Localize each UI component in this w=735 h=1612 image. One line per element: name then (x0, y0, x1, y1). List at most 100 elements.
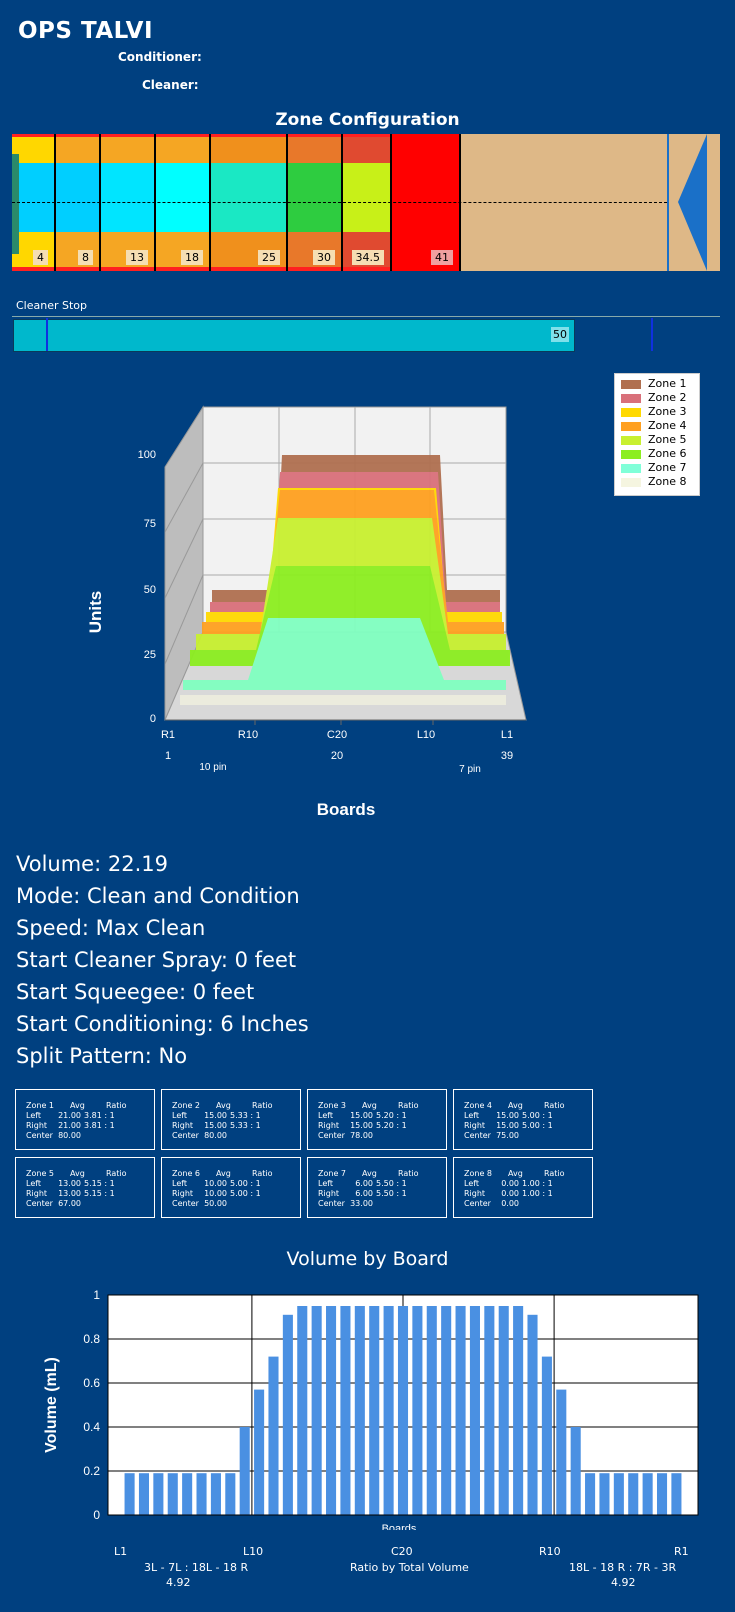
bar (397, 1306, 409, 1515)
center-value: 80.00 (58, 1131, 81, 1140)
center-label: Center (26, 1131, 53, 1140)
bar (527, 1314, 538, 1515)
right-label: Right (318, 1189, 340, 1198)
volume-by-board-chart: 0 0.2 0.4 0.6 0.8 1 Boards Volume (mL) (43, 1288, 699, 1530)
right-label: Right (26, 1189, 48, 1198)
right-ratio: 5.33 : 1 (230, 1121, 261, 1130)
bar (239, 1427, 250, 1515)
x-tick: R10 (238, 729, 258, 741)
zone-table-3: Zone 3 Avg Ratio Left 15.00 5.20 : 1 Right 15.0… (307, 1089, 447, 1150)
center-label: Center (318, 1131, 345, 1140)
zone-boundary-value: 18 (181, 250, 203, 265)
left-ratio: 3.81 : 1 (84, 1111, 115, 1120)
bar (585, 1473, 596, 1515)
left-avg: 15.00 (204, 1111, 227, 1120)
left-avg: 10.00 (204, 1179, 227, 1188)
right-ratio: 3.81 : 1 (84, 1121, 115, 1130)
ratio-header: Ratio (252, 1169, 273, 1178)
ratio-header: Ratio (252, 1101, 273, 1110)
zone-configuration-strip: 4 8 13 18 25 30 34.5 41 (12, 134, 720, 271)
left-ratio-title: 3L - 7L : 18L - 18 R (144, 1561, 249, 1574)
zone-column-7: 34.5 (342, 134, 390, 271)
right-avg: 10.00 (204, 1189, 227, 1198)
right-ratio: 5.15 : 1 (84, 1189, 115, 1198)
bar (426, 1306, 437, 1515)
ratio-header: Ratio (106, 1169, 127, 1178)
left-avg: 15.00 (350, 1111, 373, 1120)
x-axis-label: Boards (382, 1523, 417, 1530)
zone-table-7: Zone 7 Avg Ratio Left 6.00 5.50 : 1 Right 6.00 5… (307, 1157, 447, 1218)
zone-table-name: Zone 5 (26, 1169, 54, 1178)
right-label: Right (464, 1189, 486, 1198)
y-tick: 50 (144, 584, 156, 596)
y-tick: 0.6 (83, 1376, 100, 1390)
zone-boundary-value: 34.5 (351, 250, 384, 265)
bar (469, 1306, 480, 1515)
avg-header: Avg (216, 1101, 231, 1110)
cleaner-stop-end-marker (651, 318, 653, 351)
avg-header: Avg (508, 1169, 523, 1178)
avg-header: Avg (70, 1101, 85, 1110)
left-ratio-value: 4.92 (166, 1576, 191, 1589)
x-tick: C20 (327, 729, 347, 741)
bar (412, 1306, 423, 1515)
right-label: Right (172, 1189, 194, 1198)
ratio-header: Ratio (398, 1169, 419, 1178)
zone-table-8: Zone 8 Avg Ratio Left 0.00 1.00 : 1 Right 0.00 1… (453, 1157, 593, 1218)
right-avg: 13.00 (58, 1189, 81, 1198)
ratio-header: Ratio (106, 1101, 127, 1110)
bar (613, 1473, 624, 1515)
y-tick: 25 (144, 649, 156, 661)
pin-deck-triangle-icon (678, 134, 707, 271)
zone-table-6: Zone 6 Avg Ratio Left 10.00 5.00 : 1 Right 10.0… (161, 1157, 301, 1218)
zone-table-name: Zone 8 (464, 1169, 492, 1178)
bar (340, 1306, 351, 1515)
left-label: Left (464, 1179, 480, 1188)
bar (455, 1306, 466, 1515)
zone-boundary-value: 30 (313, 250, 335, 265)
bar (210, 1473, 221, 1515)
right-label: Right (172, 1121, 194, 1130)
mode-text: Mode: Clean and Condition (16, 884, 300, 908)
cleaner-label: Cleaner: (142, 78, 199, 92)
center-value: 78.00 (350, 1131, 373, 1140)
zone-boundary-value: 13 (126, 250, 148, 265)
left-label: Left (26, 1111, 42, 1120)
left-avg: 6.00 (355, 1179, 373, 1188)
zone-table-1: Zone 1 Avg Ratio Left 21.00 3.81 : 1 Right 21.0… (15, 1089, 155, 1150)
bar (599, 1473, 610, 1515)
right-avg: 15.00 (350, 1121, 373, 1130)
center-label: Center (172, 1199, 199, 1208)
bar (282, 1314, 293, 1515)
pin-label: 10 pin (199, 762, 226, 773)
center-value: 33.00 (350, 1199, 373, 1208)
y-tick: 0.2 (83, 1464, 100, 1478)
zone-column-2: 8 (55, 134, 99, 271)
volume-chart-title: Volume by Board (286, 1248, 449, 1270)
plot-border (107, 1294, 699, 1516)
zone-table-2: Zone 2 Avg Ratio Left 15.00 5.33 : 1 Right 15.0… (161, 1089, 301, 1150)
cleaner-stop-bar[interactable] (13, 319, 575, 352)
right-ratio: 5.50 : 1 (376, 1189, 407, 1198)
right-ratio-value: 4.92 (611, 1576, 636, 1589)
left-ratio: 5.00 : 1 (522, 1111, 553, 1120)
bar (556, 1389, 567, 1515)
ratio-header: Ratio (398, 1101, 419, 1110)
pos-tick: R10 (539, 1545, 561, 1558)
pos-tick: L10 (243, 1545, 264, 1558)
right-ratio: 5.00 : 1 (522, 1121, 553, 1130)
right-avg: 15.00 (496, 1121, 519, 1130)
start-conditioning-text: Start Conditioning: 6 Inches (16, 1012, 309, 1036)
app-title: OPS TALVI (18, 18, 154, 44)
y-axis-label: Units (86, 591, 105, 634)
x-tick: L10 (417, 729, 435, 741)
cleaner-stop-track[interactable] (12, 316, 720, 352)
split-pattern-text: Split Pattern: No (16, 1044, 188, 1068)
bar (484, 1306, 495, 1515)
left-ratio: 5.15 : 1 (84, 1179, 115, 1188)
bar (369, 1306, 380, 1515)
avg-header: Avg (70, 1169, 85, 1178)
bar (124, 1473, 135, 1515)
center-label: Center (318, 1199, 345, 1208)
right-label: Right (26, 1121, 48, 1130)
